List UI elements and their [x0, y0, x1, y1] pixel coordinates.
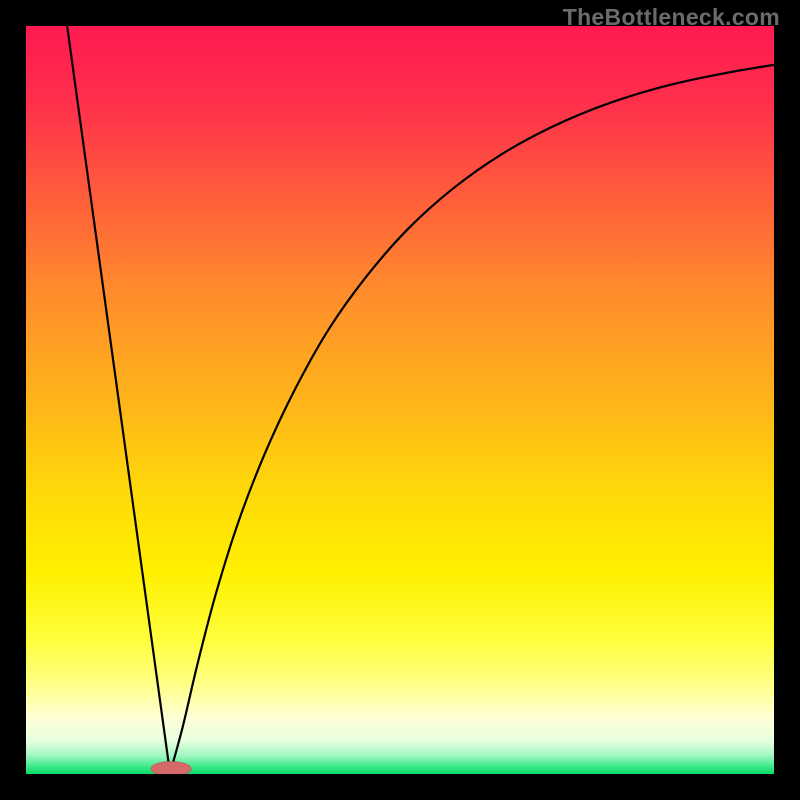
- plot-svg: [26, 26, 774, 774]
- chart-container: TheBottleneck.com: [0, 0, 800, 800]
- watermark-text: TheBottleneck.com: [563, 4, 780, 31]
- optimal-point-indicator: [151, 762, 191, 774]
- gradient-background: [26, 26, 774, 774]
- plot-area: [26, 26, 774, 774]
